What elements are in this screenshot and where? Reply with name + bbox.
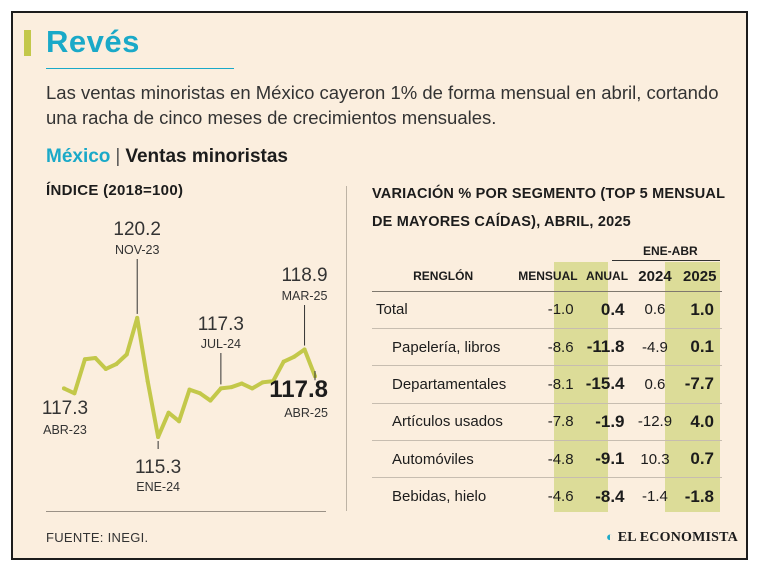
table-group-label: ENE-ABR <box>643 244 698 258</box>
cell-anual: 0.4 <box>581 291 633 329</box>
data-point <box>250 386 255 391</box>
table-row: Departamentales -8.1 -15.4 0.6 -7.7 <box>372 365 722 404</box>
section-separator: | <box>115 146 121 167</box>
cell-mensual: -4.8 <box>514 440 582 479</box>
data-point <box>218 386 223 391</box>
row-label: Automóviles <box>372 440 515 479</box>
cell-2024: 10.3 <box>632 440 678 479</box>
vertical-divider <box>346 186 347 511</box>
title-accent-bar <box>24 30 31 56</box>
table-header-row: RENGLÓN MENSUAL ANUAL 2024 2025 <box>372 262 722 292</box>
data-point <box>156 435 161 439</box>
annotation-date: NOV-23 <box>115 243 160 257</box>
row-label: Total <box>372 291 515 329</box>
data-point <box>114 362 119 367</box>
cell-anual: -1.9 <box>581 403 633 442</box>
page-title: Revés <box>46 24 140 59</box>
data-point <box>260 380 265 385</box>
source-note: FUENTE: INEGI. <box>46 530 149 545</box>
annotation-date: JUL-24 <box>201 337 241 351</box>
annotation-date: ABR-23 <box>43 423 87 437</box>
col-header-2024: 2024 <box>632 262 678 292</box>
cell-mensual: -4.6 <box>547 488 574 506</box>
annotation-date: MAR-25 <box>282 289 328 303</box>
col-header-renglon: RENGLÓN <box>372 262 515 292</box>
chart-title: ÍNDICE (2018=100) <box>46 182 184 199</box>
cell-2025: -7.7 <box>677 365 722 404</box>
annotation-value: 115.3 <box>135 457 181 478</box>
col-header-anual: ANUAL <box>581 262 633 292</box>
data-point <box>187 387 192 392</box>
row-label: Artículos usados <box>372 403 515 442</box>
col-header-mensual: MENSUAL <box>514 262 582 292</box>
line-chart: 117.3 ABR-23 120.2 NOV-23 115.3 ENE-24 117.3 JU… <box>42 219 328 494</box>
data-point <box>82 357 87 362</box>
table-row: Total -1.0 0.4 0.6 1.0 <box>372 291 722 329</box>
table-row: Papelería, libros -8.6 -11.8 -4.9 0.1 <box>372 328 722 367</box>
cell-2025: 0.7 <box>677 440 722 479</box>
table-title: VARIACIÓN % POR SEGMENTO (TOP 5 MENSUAL … <box>372 186 725 230</box>
cell-anual: -9.1 <box>581 440 633 479</box>
section-topic: Ventas minoristas <box>125 146 288 167</box>
data-point <box>177 419 182 424</box>
data-point <box>166 410 171 415</box>
table-row: Automóviles -4.8 -9.1 10.3 0.7 <box>372 440 722 479</box>
segment-table: RENGLÓN MENSUAL ANUAL 2024 2025 Total -1… <box>372 262 722 515</box>
annotation-value: 120.2 <box>113 219 161 240</box>
cell-2024: 0.6 <box>632 365 678 404</box>
table-group-rule <box>612 260 720 261</box>
row-label: Papelería, libros <box>372 328 515 367</box>
data-point <box>145 379 150 384</box>
cell-2024: 0.6 <box>632 291 678 329</box>
data-point <box>103 366 108 371</box>
data-point <box>239 381 244 386</box>
data-point <box>135 315 140 320</box>
annotation-date: ENE-24 <box>136 480 180 494</box>
annotation-value: 118.9 <box>281 265 327 286</box>
cell-anual: -8.4 <box>595 486 625 506</box>
cell-2025: 0.1 <box>677 328 722 367</box>
data-point <box>93 356 98 361</box>
cell-mensual: -8.6 <box>514 328 582 367</box>
cell-2025: 1.0 <box>677 291 722 329</box>
cell-anual: -15.4 <box>581 365 633 404</box>
data-point <box>197 391 202 396</box>
cell-2024: -4.9 <box>632 328 678 367</box>
section-heading: México | Ventas minoristas <box>46 146 288 168</box>
cell-2024: -1.4 <box>642 488 668 506</box>
cell-mensual: -1.0 <box>514 291 582 329</box>
data-point <box>302 347 307 352</box>
bottom-rule <box>46 511 326 512</box>
logo-mark-icon: ◐ <box>606 529 615 544</box>
cell-mensual: -7.8 <box>514 403 582 442</box>
data-point <box>208 398 213 403</box>
data-point <box>72 391 77 396</box>
section-country: México <box>46 146 111 167</box>
data-point <box>281 359 286 364</box>
title-underline <box>46 68 234 69</box>
data-point <box>292 354 297 359</box>
table-row: Bebidas, hielo -4.6 -8.4 -1.4 -1.8 <box>372 478 722 515</box>
data-point <box>62 386 66 391</box>
cell-2025: 4.0 <box>677 403 722 442</box>
cell-2024: -12.9 <box>632 403 678 442</box>
cell-mensual: -8.1 <box>514 365 582 404</box>
data-point <box>229 385 234 390</box>
cell-anual: -11.8 <box>581 328 633 367</box>
logo-text: EL ECONOMISTA <box>617 530 738 545</box>
data-point <box>271 379 276 384</box>
annotation-value: 117.3 <box>198 314 244 335</box>
subtitle: Las ventas minoristas en México cayeron … <box>46 82 719 128</box>
data-point <box>124 352 129 357</box>
row-label: Bebidas, hielo <box>392 488 487 506</box>
row-label: Departamentales <box>372 365 515 404</box>
annotation-value: 117.8 <box>269 376 328 403</box>
table-row: Artículos usados -7.8 -1.9 -12.9 4.0 <box>372 403 722 442</box>
cell-2025: -1.8 <box>684 486 714 506</box>
col-header-2025: 2025 <box>677 262 722 292</box>
annotation-date: ABR-25 <box>284 406 328 420</box>
publisher-logo: ◐ EL ECONOMISTA <box>606 529 738 546</box>
annotation-value: 117.3 <box>42 398 88 419</box>
